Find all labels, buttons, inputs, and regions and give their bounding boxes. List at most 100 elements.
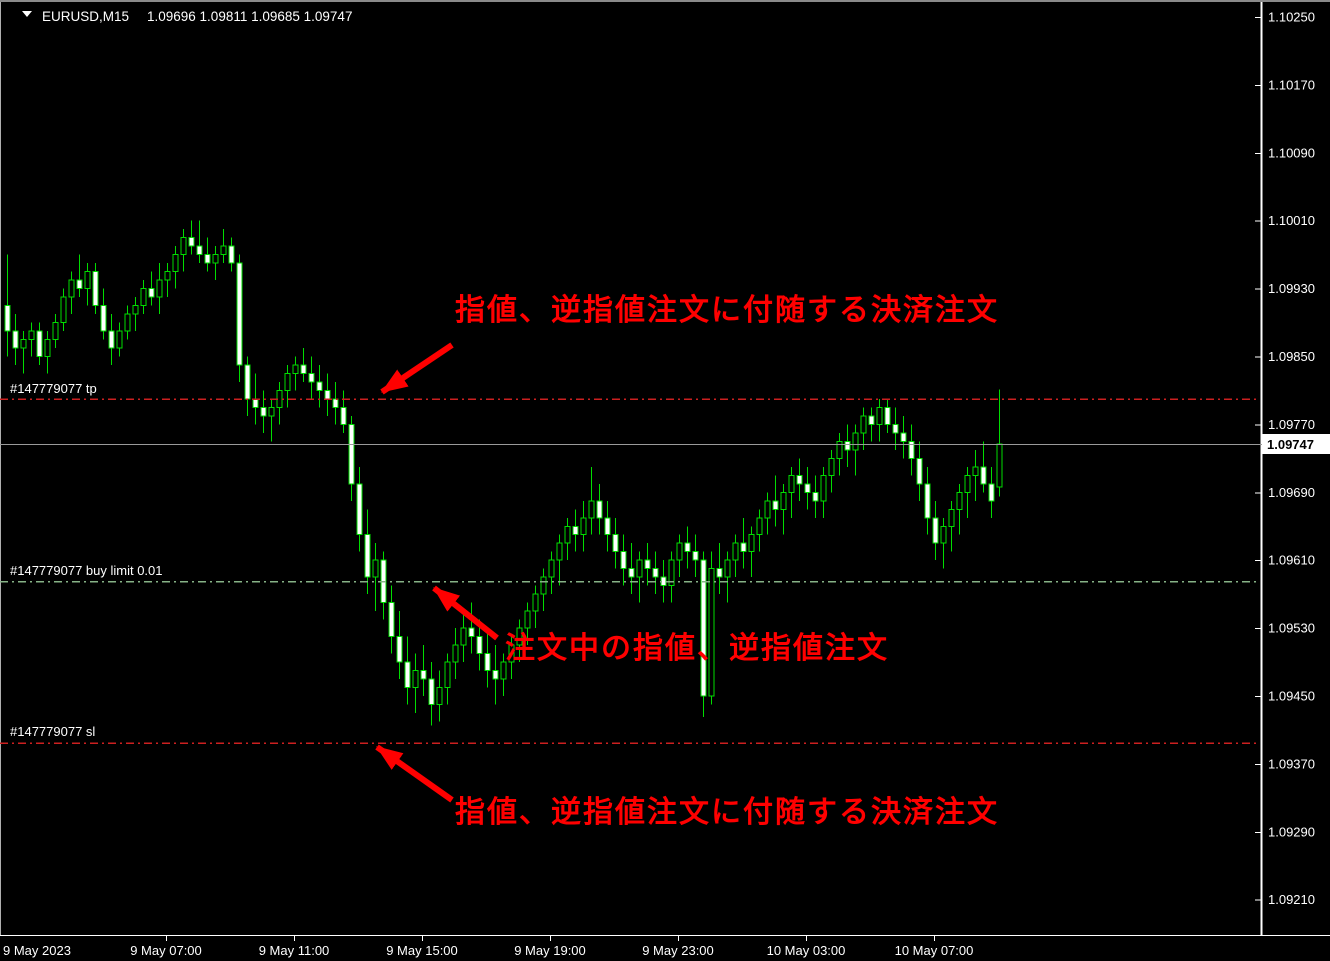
candle-body-bear <box>932 517 939 544</box>
candle-body-bull <box>60 296 67 324</box>
candle-body-bear <box>308 372 315 383</box>
candle-body-bear <box>716 568 723 578</box>
candle-body-bull <box>532 593 539 612</box>
candle-body-bull <box>676 542 683 561</box>
annotation-exit-orders-bottom: 指値、逆指値注文に付随する決済注文 <box>455 795 999 829</box>
candle-body-bear <box>228 245 235 264</box>
candle-body-bull <box>292 364 299 374</box>
candle-body-bear <box>644 559 651 570</box>
candle-body-bull <box>828 457 835 476</box>
time-axis-label: 9 May 11:00 <box>259 943 330 958</box>
candle-body-bull <box>580 517 587 536</box>
candle-body-bull <box>708 568 715 697</box>
order-lines-layer <box>0 398 1262 744</box>
candle-body-bear <box>652 568 659 578</box>
candle-body-bear <box>188 237 195 247</box>
candle-body-bear <box>428 678 435 705</box>
candle-body-bear <box>364 534 371 578</box>
candle-body-bull <box>724 559 731 578</box>
candle-body-bear <box>340 406 347 425</box>
candle-body-bull <box>156 279 163 298</box>
candle-body-bull <box>764 500 771 519</box>
symbol-menu-icon[interactable] <box>22 11 32 17</box>
candle-body-bear <box>204 254 211 264</box>
price-axis-label: 1.10090 <box>1268 145 1315 160</box>
time-axis-label: 10 May 07:00 <box>895 943 974 958</box>
candle-body-bull <box>116 330 123 349</box>
candle-body-bull <box>164 271 171 281</box>
candle-body-bear <box>908 440 915 459</box>
chart-title-symbol: EURUSD,M15 <box>42 9 129 24</box>
candle-body-bull <box>460 627 467 646</box>
order-label-buy-limit[interactable]: #147779077 buy limit 0.01 <box>10 563 163 578</box>
candle-body-bull <box>28 330 35 341</box>
candle-body-bear <box>396 636 403 663</box>
candle-body-bull <box>284 372 291 391</box>
time-axis-label: 9 May 07:00 <box>130 943 202 958</box>
time-axis-label: 9 May 23:00 <box>642 943 714 958</box>
candle-body-bear <box>316 381 323 391</box>
candle-body-bull <box>500 661 507 680</box>
candle-body-bear <box>244 364 251 400</box>
candle-body-bull <box>756 517 763 536</box>
candle-body-bear <box>692 551 699 561</box>
candle-body-bear <box>404 661 411 689</box>
price-axis-label: 1.10170 <box>1268 77 1315 92</box>
candle-body-bear <box>620 551 627 570</box>
price-axis-label: 1.09210 <box>1268 892 1315 907</box>
price-axis-label: 1.09930 <box>1268 281 1315 296</box>
candle-body-bear <box>740 542 747 553</box>
annotation-pending-order: 注文中の指値、逆指値注文 <box>505 631 889 665</box>
candle-body-bull <box>436 687 443 705</box>
candle-body-bear <box>596 500 603 519</box>
candle-body-bear <box>612 534 619 553</box>
candle-body-bull <box>588 500 595 519</box>
order-label-tp[interactable]: #147779077 tp <box>10 381 97 396</box>
candle-body-bear <box>476 636 483 655</box>
candle-body-bull <box>412 670 419 689</box>
candle-body-bull <box>836 440 843 459</box>
candle-body-bull <box>180 237 187 256</box>
candle-body-bear <box>628 568 635 578</box>
candle-body-bull <box>444 661 451 689</box>
candle-body-bull <box>172 254 179 273</box>
current-price-box <box>1262 434 1330 454</box>
chart-title-ohlc: 1.09696 1.09811 1.09685 1.09747 <box>147 9 352 24</box>
candle-body-bull <box>780 491 787 510</box>
candle-body-bear <box>76 279 83 290</box>
order-label-sl[interactable]: #147779077 sl <box>10 724 95 739</box>
axes-layer: 1.10250 1.10170 1.10090 1.10010 1.09930 1.098… <box>3 10 1315 959</box>
candle-body-bull <box>788 474 795 493</box>
candle-body-bear <box>700 559 707 697</box>
candle-body-bear <box>900 432 907 442</box>
candle-body-bull <box>556 542 563 561</box>
candle-body-bull <box>540 576 547 595</box>
candle-body-bear <box>300 364 307 374</box>
annotation-arrows-layer <box>375 342 499 803</box>
candle-body-bull <box>964 474 971 493</box>
candle-body-bull <box>548 559 555 578</box>
candle-body-bear <box>484 653 491 672</box>
candle-body-bear <box>684 542 691 553</box>
candle-body-bear <box>12 330 19 349</box>
candlestick-series <box>4 220 1003 726</box>
candle-body-bull <box>636 559 643 578</box>
time-axis-label: 9 May 2023 <box>3 943 71 958</box>
candle-body-bear <box>884 406 891 425</box>
price-axis-label: 1.09850 <box>1268 349 1315 364</box>
candle-body-bear <box>356 483 363 536</box>
candle-body-bull <box>948 508 955 527</box>
candle-body-bull <box>84 271 91 290</box>
candle-body-bull <box>508 644 515 663</box>
candle-body-bear <box>468 627 475 638</box>
candle-body-bear <box>804 483 811 493</box>
candle-body-bull <box>140 288 147 307</box>
candle-body-bear <box>980 466 987 485</box>
candle-body-bear <box>772 500 779 510</box>
price-axis-label: 1.09450 <box>1268 689 1315 704</box>
candle-body-bull <box>44 339 51 357</box>
price-axis-label: 1.09770 <box>1268 417 1315 432</box>
candle-body-bull <box>876 406 883 425</box>
annotation-arrow <box>380 342 454 395</box>
